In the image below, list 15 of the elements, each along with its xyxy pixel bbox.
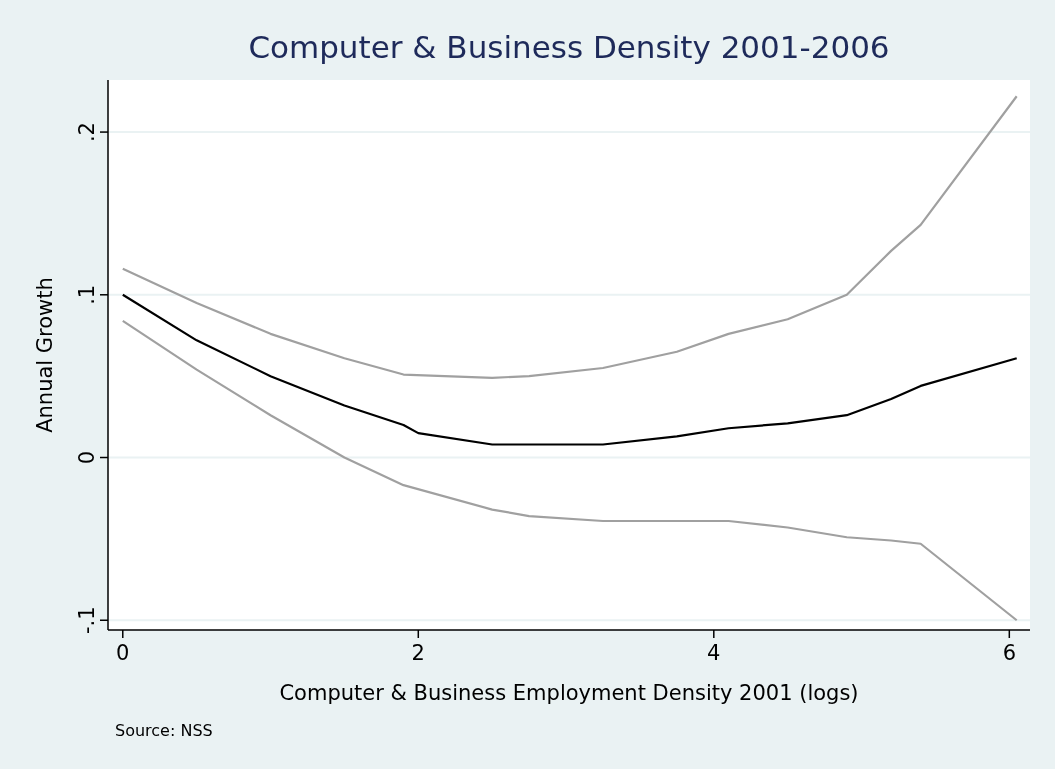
x-tick-label: 4 (707, 641, 721, 665)
y-tick-label: -.1 (75, 606, 99, 635)
x-tick-label: 2 (411, 641, 425, 665)
line-series (121, 319, 1018, 622)
y-tick-label: .1 (75, 284, 99, 305)
chart-title: Computer & Business Density 2001-2006 (248, 29, 890, 65)
y-axis-title: Annual Growth (33, 277, 57, 433)
y-tick-label: 0 (75, 450, 99, 465)
source-note: Source: NSS (115, 721, 213, 740)
y-tick-label: .2 (75, 122, 99, 143)
x-tick-label: 6 (1002, 641, 1016, 665)
x-axis-title: Computer & Business Employment Density 2001 (logs) (279, 681, 859, 705)
line-series (121, 293, 1018, 446)
line-series (121, 95, 1018, 379)
x-tick-label: 0 (116, 641, 130, 665)
